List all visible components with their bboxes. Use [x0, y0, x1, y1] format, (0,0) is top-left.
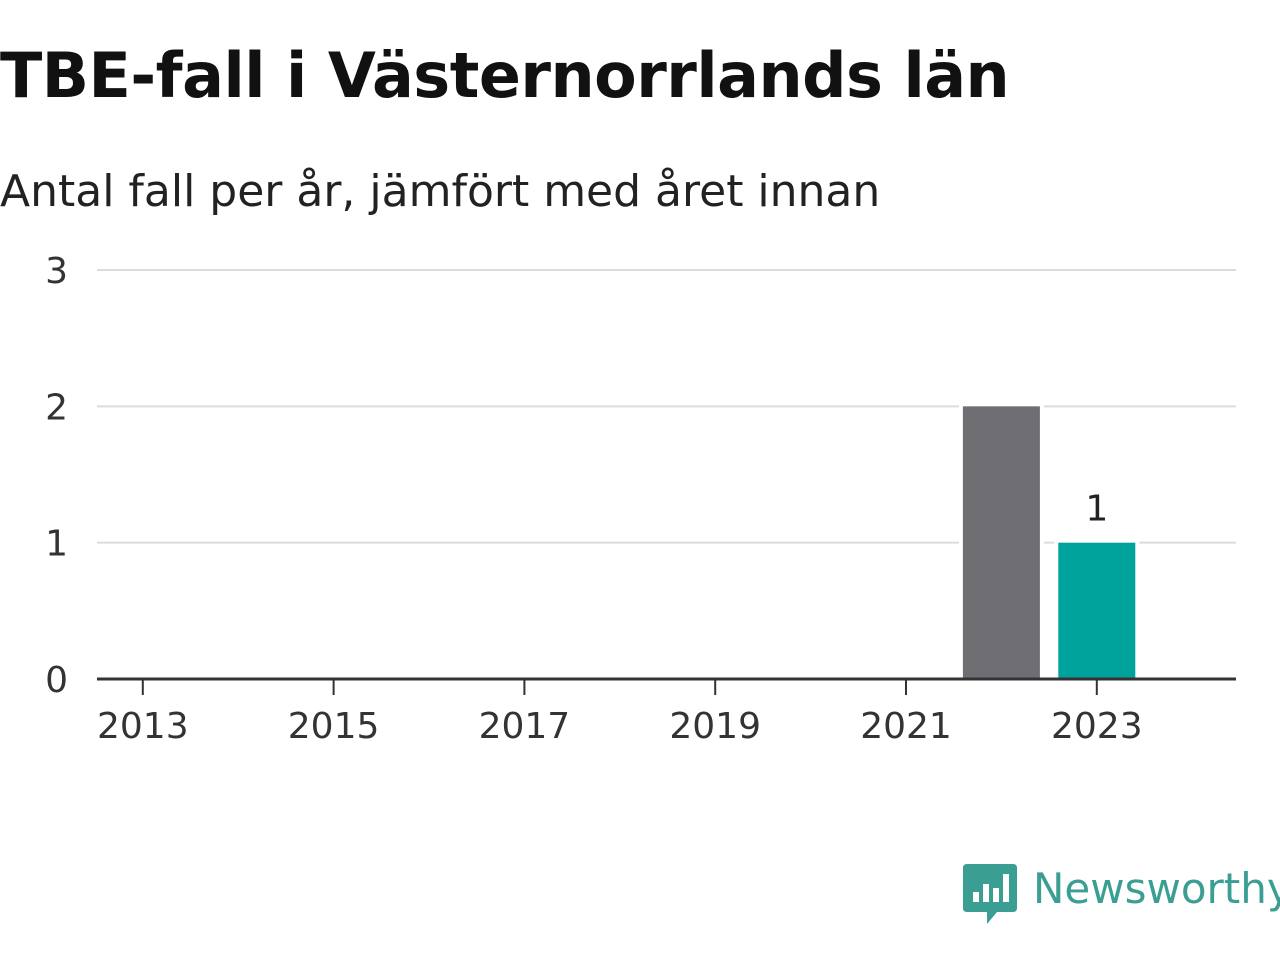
bar-2023: [1058, 542, 1136, 679]
newsworthy-logo: Newsworthy: [963, 862, 1280, 928]
chart-subtitle: Antal fall per år, jämfört med året inna…: [0, 166, 881, 217]
x-tick-label-2013: 2013: [97, 706, 189, 747]
x-tick-label-2021: 2021: [860, 706, 952, 747]
x-axis: [97, 677, 1236, 695]
bars: [958, 402, 1140, 679]
x-axis-tick-labels: 2013 2015 2017 2019 2021 2023: [97, 706, 1143, 747]
bar-2022: [962, 406, 1040, 679]
x-tick-label-2015: 2015: [288, 706, 380, 747]
x-tick-label-2019: 2019: [669, 706, 761, 747]
x-tick-label-2023: 2023: [1051, 706, 1143, 747]
x-tick-label-2017: 2017: [479, 706, 571, 747]
data-label-2023: 1: [1085, 489, 1108, 530]
y-tick-label-0: 0: [45, 660, 68, 701]
y-tick-label-3: 3: [45, 251, 68, 292]
y-tick-label-1: 1: [45, 524, 68, 565]
y-axis-tick-labels: 0 1 2 3: [45, 251, 68, 701]
data-labels: 1: [1085, 489, 1108, 530]
bar-chart-speech-bubble-icon: [963, 864, 1017, 924]
gridlines: [97, 269, 1236, 544]
logo-text: Newsworthy: [1033, 864, 1280, 913]
y-tick-label-2: 2: [45, 387, 68, 428]
chart-title: TBE-fall i Västernorrlands län: [0, 39, 1010, 112]
